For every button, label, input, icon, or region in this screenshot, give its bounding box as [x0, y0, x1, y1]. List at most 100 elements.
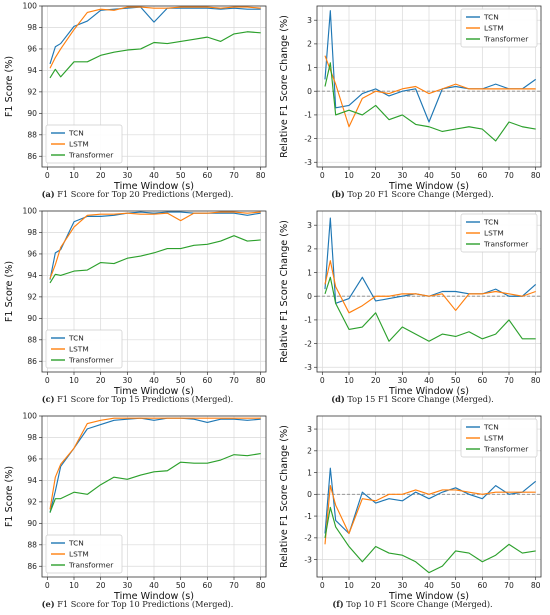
chart-svg: 0 10 20 30 40 50 60 70 80 -3 -2 -1 0 1 2 3 Time Window (…	[279, 210, 542, 397]
y-axis-label: F1 Score (%)	[4, 56, 15, 117]
x-tick-label: 20	[371, 581, 381, 590]
series-line-lstm	[324, 260, 536, 314]
y-tick-label: 3	[307, 16, 312, 25]
x-tick-label: 60	[477, 171, 487, 180]
axes-frame	[316, 210, 542, 373]
x-axis-label: Time Window (s)	[113, 591, 194, 602]
y-axis-label: Relative F1 Score Change (%)	[279, 425, 290, 568]
x-tick-label: 40	[149, 171, 159, 180]
y-tick-label: 88	[27, 336, 37, 345]
x-tick-label: 70	[504, 581, 514, 590]
caption-text: Top 10 F1 Score Change (Merged).	[343, 599, 493, 609]
y-tick-label: 2	[307, 245, 312, 254]
y-tick-label: 3	[307, 221, 312, 230]
chart-panel-b: 0 10 20 30 40 50 60 70 80 -3 -2 -1 0 1 2 3 Time Window (…	[275, 0, 550, 205]
chart-panel-c: 0 10 20 30 40 50 60 70 80 86 88 90 92 94 96 98 100 Time W…	[0, 205, 275, 410]
y-tick-label: 98	[27, 433, 37, 442]
y-tick-label: 94	[27, 271, 37, 280]
x-tick-label: 0	[320, 376, 325, 385]
y-axis-label: Relative F1 Score Change (%)	[279, 15, 290, 158]
caption-text: F1 Score for Top 15 Predictions (Merged)…	[54, 394, 234, 404]
y-tick-label: 92	[27, 88, 37, 97]
y-tick-label: 86	[27, 562, 37, 571]
series-line-transformer	[49, 453, 261, 513]
x-tick-label: 40	[149, 581, 159, 590]
x-axis-label: Time Window (s)	[388, 591, 469, 602]
x-axis-label: Time Window (s)	[113, 181, 194, 192]
series-line-tcn	[49, 6, 261, 65]
y-tick-label: 86	[27, 357, 37, 366]
x-tick-label: 10	[69, 581, 79, 590]
panel-caption: (a) F1 Score for Top 20 Predictions (Mer…	[0, 189, 275, 199]
panel-caption: (e) F1 Score for Top 10 Predictions (Mer…	[0, 599, 275, 609]
x-tick-label: 0	[320, 581, 325, 590]
legend-entry: Transformer	[68, 356, 114, 365]
x-axis-label: Time Window (s)	[113, 386, 194, 397]
legend-entry: LSTM	[69, 345, 89, 354]
y-tick-label: 92	[27, 293, 37, 302]
x-tick-label: 30	[122, 581, 132, 590]
x-tick-label: 0	[45, 581, 50, 590]
legend: TCN LSTM Transformer	[45, 329, 123, 369]
chart-panel-e: 0 10 20 30 40 50 60 70 80 86 88 90 92 94 96 98 100 Time W…	[0, 410, 275, 615]
x-tick-label: 40	[424, 376, 434, 385]
x-tick-label: 80	[256, 376, 266, 385]
caption-label: (e)	[41, 599, 55, 609]
x-tick-label: 10	[69, 376, 79, 385]
x-tick-label: 60	[202, 581, 212, 590]
chart-svg: 0 10 20 30 40 50 60 70 80 -3 -2 -1 0 1 2 3 Time Window (…	[279, 5, 542, 192]
x-tick-label: 60	[477, 581, 487, 590]
y-tick-label: 86	[27, 152, 37, 161]
series-line-tcn	[324, 467, 537, 535]
x-tick-label: 30	[122, 376, 132, 385]
series-line-tcn	[49, 211, 261, 280]
legend-box	[45, 534, 123, 574]
x-tick-label: 30	[397, 581, 407, 590]
x-tick-label: 20	[371, 376, 381, 385]
caption-text: F1 Score for Top 20 Predictions (Merged)…	[54, 189, 234, 199]
y-tick-label: 0	[307, 292, 312, 301]
x-tick-label: 80	[256, 171, 266, 180]
y-tick-label: 90	[27, 314, 37, 323]
series-line-lstm	[49, 6, 261, 69]
y-tick-label: 96	[27, 250, 37, 259]
legend: TCN LSTM Transformer	[45, 534, 123, 574]
legend: TCN LSTM Transformer	[45, 124, 123, 164]
chart-svg: 0 10 20 30 40 50 60 70 80 86 88 90 92 94 96 98 100 Time W…	[4, 2, 267, 192]
legend-entry: LSTM	[69, 140, 89, 149]
y-tick-label: 88	[27, 131, 37, 140]
series-line-tcn	[324, 10, 537, 123]
panel-caption: (c) F1 Score for Top 15 Predictions (Mer…	[0, 394, 275, 404]
y-tick-label: 100	[23, 207, 38, 216]
caption-label: (f)	[332, 599, 344, 609]
legend-entry: LSTM	[484, 434, 504, 443]
x-tick-label: 40	[149, 376, 159, 385]
legend: TCN LSTM Transformer	[460, 8, 538, 48]
x-axis-label: Time Window (s)	[388, 386, 469, 397]
x-axis-label: Time Window (s)	[388, 181, 469, 192]
series-line-transformer	[324, 276, 536, 342]
legend-entry: TCN	[483, 13, 499, 22]
legend-entry: TCN	[68, 539, 84, 548]
x-tick-label: 70	[504, 171, 514, 180]
legend-entry: Transformer	[68, 561, 114, 570]
x-tick-label: 30	[397, 171, 407, 180]
series-line-transformer	[324, 62, 536, 142]
x-tick-label: 50	[451, 376, 461, 385]
chart-panel-f: 0 10 20 30 40 50 60 70 80 -3 -2 -1 0 1 2 3 Time Window (…	[275, 410, 550, 615]
panel-caption: (b) Top 20 F1 Score Change (Merged).	[275, 189, 550, 199]
x-tick-label: 0	[45, 171, 50, 180]
x-tick-label: 80	[531, 376, 541, 385]
x-tick-label: 30	[397, 376, 407, 385]
legend-entry: LSTM	[484, 229, 504, 238]
series-line-transformer	[49, 31, 261, 79]
axes-frame	[41, 5, 267, 168]
legend-entry: Transformer	[483, 445, 529, 454]
legend-entry: LSTM	[484, 24, 504, 33]
x-tick-label: 50	[451, 171, 461, 180]
series-line-transformer	[324, 506, 536, 574]
y-tick-label: 1	[307, 63, 312, 72]
legend-box	[45, 124, 123, 164]
x-tick-label: 70	[229, 376, 239, 385]
x-tick-label: 40	[424, 581, 434, 590]
